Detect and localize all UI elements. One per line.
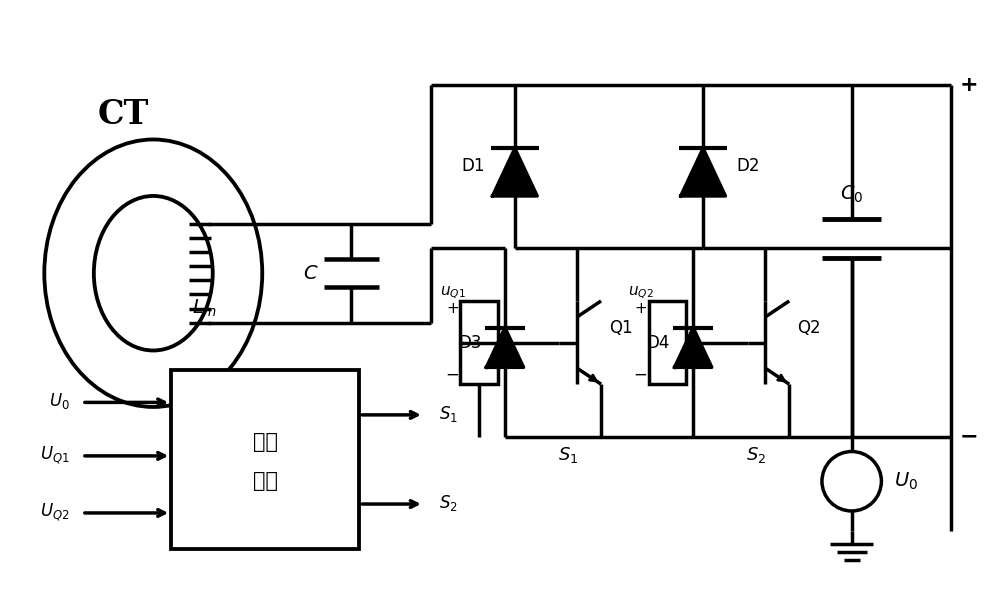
Polygon shape <box>486 328 524 367</box>
Polygon shape <box>675 328 712 367</box>
Bar <box>649 301 686 384</box>
Text: D3: D3 <box>459 334 482 352</box>
Text: $U_0$: $U_0$ <box>894 471 918 492</box>
Text: D2: D2 <box>736 157 759 176</box>
Text: $L_m$: $L_m$ <box>192 297 217 318</box>
Text: CT: CT <box>98 98 149 131</box>
Text: D1: D1 <box>462 157 485 176</box>
Polygon shape <box>493 148 537 196</box>
Text: $u_{Q2}$: $u_{Q2}$ <box>628 285 654 301</box>
Text: 控制: 控制 <box>253 432 278 452</box>
Text: Q2: Q2 <box>797 318 821 337</box>
Text: $S_1$: $S_1$ <box>558 445 578 464</box>
Text: $S_2$: $S_2$ <box>439 493 457 513</box>
Text: $U_{Q2}$: $U_{Q2}$ <box>40 501 70 523</box>
Text: −: − <box>446 365 459 383</box>
Text: $U_{Q1}$: $U_{Q1}$ <box>40 444 70 466</box>
Text: +: + <box>634 301 647 317</box>
Text: $S_1$: $S_1$ <box>439 404 458 424</box>
Bar <box>460 301 498 384</box>
Text: $U_0$: $U_0$ <box>49 391 70 412</box>
Text: −: − <box>634 365 648 383</box>
Text: 单元: 单元 <box>253 471 278 491</box>
Polygon shape <box>681 148 725 196</box>
Text: +: + <box>959 75 978 95</box>
Text: +: + <box>446 301 459 317</box>
Text: $u_{Q1}$: $u_{Q1}$ <box>440 285 465 301</box>
Text: $S_2$: $S_2$ <box>746 445 766 464</box>
Text: −: − <box>959 427 978 447</box>
Text: $C_0$: $C_0$ <box>840 183 863 205</box>
Text: C: C <box>303 264 317 283</box>
Text: Q1: Q1 <box>609 318 633 337</box>
Bar <box>171 370 359 549</box>
Text: D4: D4 <box>647 334 670 352</box>
